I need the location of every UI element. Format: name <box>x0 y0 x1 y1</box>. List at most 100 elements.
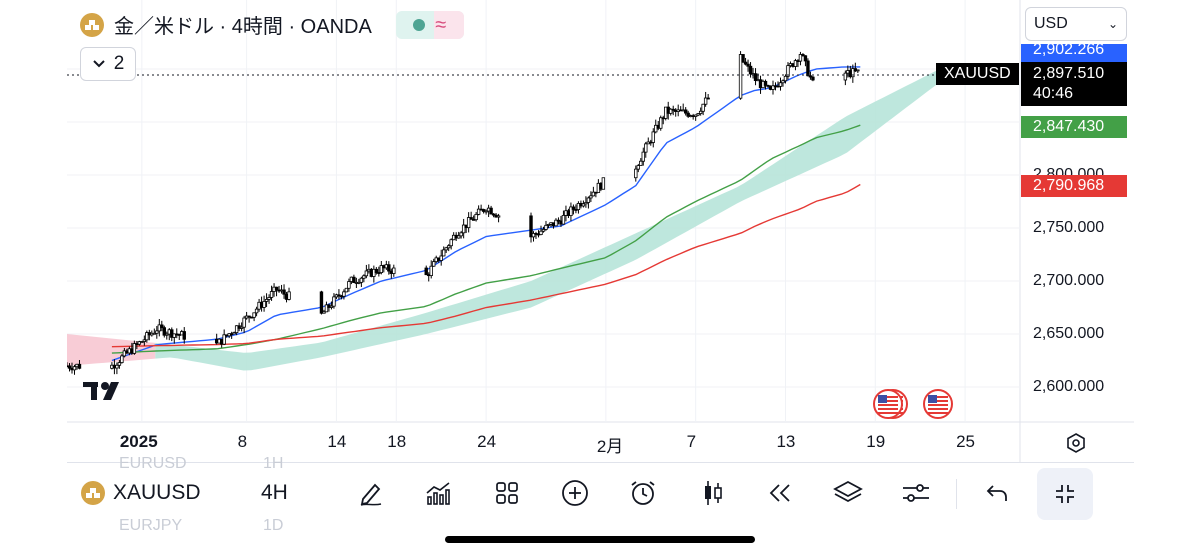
candle-body <box>469 217 473 220</box>
candle-body <box>160 324 164 329</box>
bottom-toolbar: EURUSD 1H EURJPY 1D XAUUSD 4H <box>67 455 1134 534</box>
ghost-interval-prev: 1H <box>263 455 284 472</box>
candle-body <box>282 289 286 295</box>
symbol-picker[interactable]: XAUUSD <box>81 481 201 505</box>
candle-body <box>222 334 226 345</box>
interval-picker[interactable]: 4H <box>261 481 288 504</box>
flag-stripe <box>928 396 948 398</box>
candle-body <box>763 80 768 86</box>
candle-body <box>324 304 329 313</box>
candle-body <box>377 272 381 274</box>
time-tick-label: 2月 <box>596 437 624 456</box>
tv-slash <box>103 382 119 400</box>
ma-mid-price-tag: 2,847.430 <box>1021 116 1127 138</box>
flag-stripe <box>928 408 948 410</box>
candle-body <box>639 160 643 166</box>
candle-body <box>424 267 428 276</box>
collapse-fullscreen-button[interactable] <box>1037 468 1093 520</box>
drawing-pen-icon[interactable] <box>355 477 387 509</box>
candle-body <box>172 333 176 338</box>
ichimoku-cloud-bull <box>155 63 951 371</box>
candle-body <box>239 326 244 329</box>
candle-body <box>262 301 266 308</box>
candle-body <box>142 339 147 342</box>
currency-select[interactable]: USD ⌄ <box>1025 7 1127 41</box>
candle-body <box>456 235 461 239</box>
add-plus-icon[interactable] <box>559 477 591 509</box>
candle-body <box>242 317 246 328</box>
candle-body <box>476 208 481 215</box>
layout-grid-icon[interactable] <box>491 477 523 509</box>
candle-body <box>569 206 573 216</box>
price-tick-label: 2,650.000 <box>1033 325 1105 342</box>
collapse-indicators-button[interactable]: 2 <box>80 47 136 81</box>
candle-body <box>696 113 700 116</box>
settings-sliders-icon[interactable] <box>900 477 932 509</box>
candle-body <box>432 261 436 267</box>
candle-body <box>344 287 349 293</box>
time-tick-label: 13 <box>776 432 796 451</box>
time-tick-label: 19 <box>866 432 886 451</box>
candle-body <box>601 177 606 190</box>
candle-body <box>843 72 848 81</box>
currency-value: USD <box>1034 15 1068 32</box>
candle-body <box>352 276 356 283</box>
candle-body <box>851 68 855 78</box>
candle-body <box>442 249 446 257</box>
candle-body <box>686 112 690 117</box>
candle-body <box>701 103 705 112</box>
last-price-tag: 2,897.510 40:46 <box>1021 62 1127 106</box>
candle-body <box>267 297 271 300</box>
candle-body <box>644 143 648 153</box>
gold-bars-icon <box>80 12 104 37</box>
flag-stripe <box>878 408 898 410</box>
candle-body <box>561 215 566 225</box>
candle-body <box>539 230 543 235</box>
candle-body <box>584 202 588 205</box>
collapse-arrows-icon <box>1056 485 1074 503</box>
chart-title[interactable]: 金／米ドル · 4時間 · OANDA <box>114 16 372 38</box>
undo-icon[interactable] <box>981 477 1013 509</box>
price-tick-label: 2,600.000 <box>1033 378 1105 395</box>
candle-body <box>322 311 326 314</box>
flag-stripe <box>878 404 898 406</box>
tv-stem <box>91 382 97 400</box>
flag-canton <box>878 395 887 403</box>
candle-body <box>801 54 805 57</box>
candle-body <box>798 54 803 62</box>
time-tick-label: 8 <box>237 432 248 451</box>
candle-body <box>274 286 279 291</box>
candle-body <box>481 209 486 212</box>
candle-body <box>651 131 655 143</box>
ghost-interval-next: 1D <box>263 517 284 534</box>
ghost-symbol-prev: EURUSD <box>119 455 187 472</box>
flag-stripe <box>878 396 898 398</box>
candle-body <box>374 268 379 273</box>
layers-icon[interactable] <box>832 477 864 509</box>
indicators-chart-icon[interactable] <box>422 477 454 509</box>
toolbar-divider <box>956 479 957 509</box>
replay-rewind-icon[interactable] <box>764 477 796 509</box>
candle-body <box>264 299 269 302</box>
candle-body <box>359 277 364 283</box>
axis-settings-icon[interactable] <box>1065 432 1087 454</box>
candle-body <box>544 224 548 230</box>
candlestick-icon[interactable] <box>697 477 729 509</box>
candle-body <box>683 109 688 114</box>
candle-body <box>554 219 558 227</box>
alarm-clock-icon[interactable] <box>627 477 659 509</box>
candle-body <box>429 265 433 276</box>
candle-body <box>67 365 72 369</box>
flag-stripe <box>878 412 898 414</box>
candle-body <box>576 203 581 210</box>
chevron-down-icon: ⌄ <box>1107 17 1118 31</box>
chart-canvas[interactable] <box>67 0 1134 525</box>
candle-body <box>319 291 324 314</box>
symbol-line-tag: XAUUSD <box>936 63 1019 85</box>
chart-frame[interactable] <box>67 0 1134 525</box>
time-tick-label: 14 <box>327 432 347 451</box>
candle-body <box>634 168 638 179</box>
indicator-toggle[interactable]: ≈ <box>395 10 464 39</box>
candle-body <box>362 275 366 279</box>
candle-body <box>474 213 478 221</box>
